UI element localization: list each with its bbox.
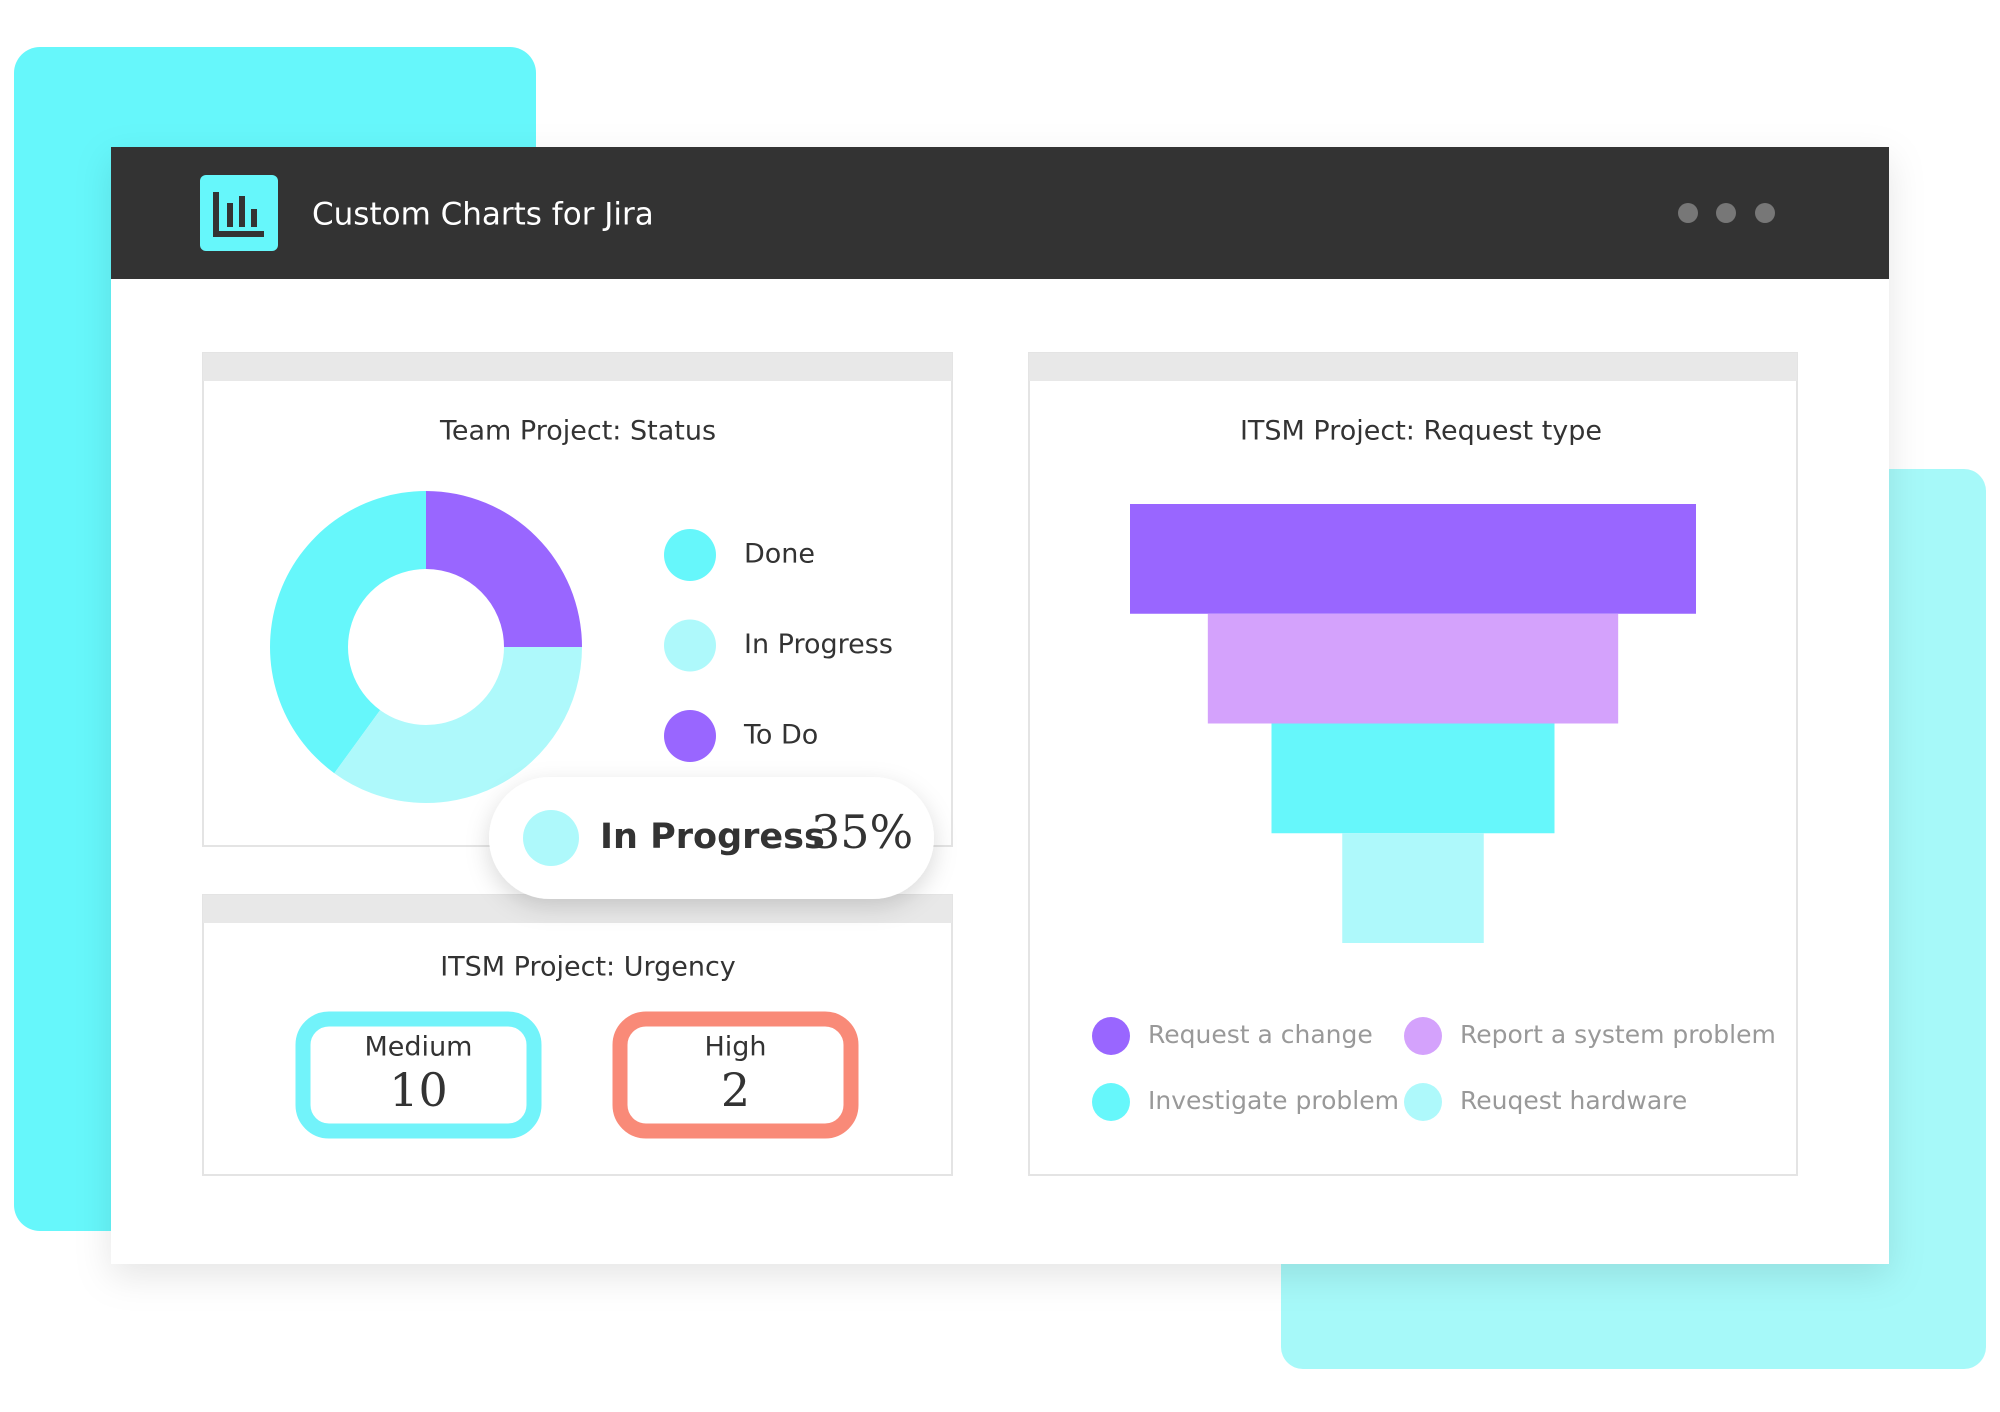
legend-label: In Progress bbox=[744, 629, 893, 660]
funnel-bar bbox=[1271, 723, 1555, 834]
stat-label: Medium bbox=[365, 1032, 473, 1063]
funnel-bar bbox=[1342, 833, 1484, 943]
funnel-bar bbox=[1130, 504, 1696, 614]
funnel-bar bbox=[1207, 613, 1619, 724]
panel-strip bbox=[1029, 353, 1797, 381]
legend-label: Request a change bbox=[1148, 1020, 1373, 1049]
stat-value: 10 bbox=[389, 1063, 448, 1117]
panel-strip bbox=[203, 353, 952, 381]
tooltip-label: In Progress bbox=[600, 817, 825, 857]
donut-slice bbox=[426, 491, 582, 647]
app-title: Custom Charts for Jira bbox=[312, 197, 654, 233]
legend-label: Report a system problem bbox=[1460, 1020, 1776, 1049]
tooltip-swatch bbox=[523, 810, 579, 866]
legend-label: Investigate problem bbox=[1148, 1086, 1399, 1115]
stat-box bbox=[295, 1011, 542, 1139]
legend-swatch bbox=[1404, 1017, 1442, 1055]
legend-label: Reuqest hardware bbox=[1460, 1086, 1687, 1115]
stat-label: High bbox=[704, 1032, 766, 1063]
legend-swatch bbox=[1092, 1083, 1130, 1121]
tooltip bbox=[489, 777, 934, 899]
donut-slice bbox=[270, 491, 426, 774]
donut-slice bbox=[334, 647, 582, 804]
stat-box bbox=[612, 1011, 859, 1139]
panel-title: ITSM Project: Urgency bbox=[440, 952, 736, 983]
tooltip-value: 35% bbox=[811, 805, 913, 859]
window-dot[interactable] bbox=[1755, 203, 1775, 223]
legend-swatch bbox=[664, 619, 716, 672]
stat-value: 2 bbox=[721, 1063, 750, 1117]
panel-strip bbox=[203, 895, 952, 923]
legend-swatch bbox=[664, 710, 716, 762]
legend-label: Done bbox=[744, 539, 815, 570]
panel-title: Team Project: Status bbox=[439, 416, 716, 447]
window-dot[interactable] bbox=[1716, 203, 1736, 223]
app-icon bbox=[200, 175, 278, 251]
window-dot[interactable] bbox=[1678, 203, 1698, 223]
tooltip-box bbox=[489, 777, 934, 899]
legend-swatch bbox=[664, 529, 716, 581]
legend-swatch bbox=[1092, 1017, 1130, 1055]
header-bar bbox=[111, 147, 1889, 279]
panel-title: ITSM Project: Request type bbox=[1240, 416, 1602, 447]
legend-label: To Do bbox=[743, 720, 818, 751]
legend-swatch bbox=[1404, 1083, 1442, 1121]
